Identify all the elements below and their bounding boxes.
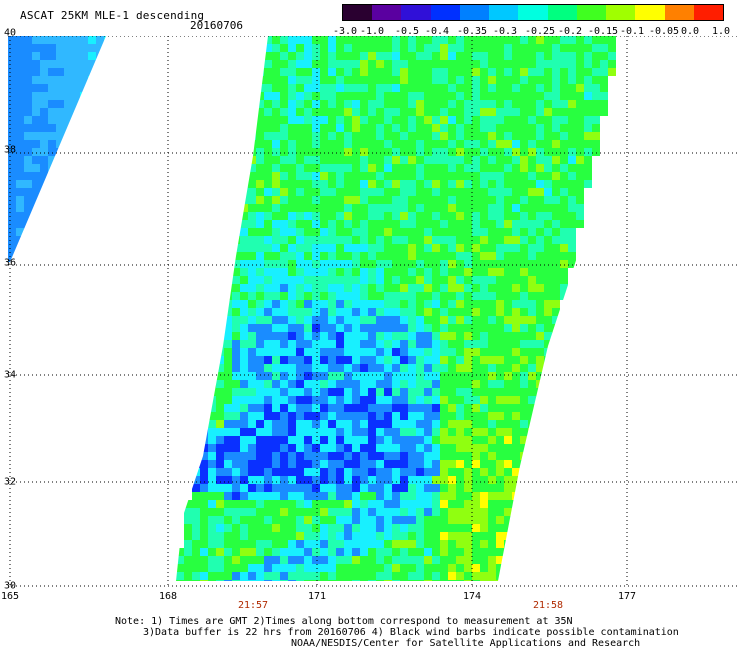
note-line-1: Note: 1) Times are GMT 2)Times along bot… — [115, 616, 573, 627]
colorbar-tick-label: 0.0 — [680, 26, 700, 37]
grid-lines — [8, 36, 737, 587]
colorbar-segment — [343, 5, 373, 20]
latitude-label: 30 — [4, 580, 17, 592]
colorbar-tick-label: -0.15 — [587, 26, 619, 37]
colorbar-tick-label: -3.0 — [332, 26, 358, 37]
colorbar-segment — [606, 5, 636, 20]
note-line-2: 3)Data buffer is 22 hrs from 20160706 4)… — [143, 627, 679, 638]
colorbar-tick-label: 1.0 — [711, 26, 731, 37]
latitude-label: 32 — [4, 476, 17, 488]
colorbar-segment — [372, 5, 402, 20]
longitude-label: 165 — [0, 591, 20, 602]
colorbar-tick-label: -0.1 — [619, 26, 645, 37]
note-line-3: NOAA/NESDIS/Center for Satellite Applica… — [291, 638, 641, 649]
colorbar-tick-label: -0.2 — [557, 26, 583, 37]
colorbar-segment — [547, 5, 577, 20]
colorbar-tick-label: -0.35 — [456, 26, 488, 37]
colorbar-tick-label: -0.25 — [524, 26, 556, 37]
colorbar-segment — [401, 5, 431, 20]
colorbar-tick-label: -0.3 — [492, 26, 518, 37]
latitude-label: 38 — [4, 144, 17, 156]
colorbar-segment — [518, 5, 548, 20]
colorbar-segment — [635, 5, 665, 20]
colorbar-segment — [489, 5, 519, 20]
longitude-label: 171 — [307, 591, 327, 602]
longitude-label: 174 — [462, 591, 482, 602]
map-date: 20160706 — [190, 19, 243, 32]
colorbar — [342, 4, 724, 21]
colorbar-segment — [459, 5, 490, 20]
swath-map — [8, 36, 737, 587]
latitude-label: 36 — [4, 257, 17, 269]
colorbar-segment — [693, 5, 724, 20]
longitude-label: 177 — [617, 591, 637, 602]
latitude-label: 40 — [4, 27, 17, 39]
colorbar-segment — [430, 5, 460, 20]
colorbar-tick-label: -0.05 — [648, 26, 680, 37]
colorbar-segment — [576, 5, 607, 20]
colorbar-segment — [664, 5, 694, 20]
colorbar-tick-label: -1.0 — [359, 26, 385, 37]
colorbar-tick-label: -0.5 — [394, 26, 420, 37]
time-label: 21:57 — [237, 600, 269, 611]
latitude-label: 34 — [4, 369, 17, 381]
time-label: 21:58 — [532, 600, 564, 611]
secondary-swath — [8, 36, 106, 262]
swath-data-layer — [176, 36, 616, 581]
longitude-label: 168 — [158, 591, 178, 602]
colorbar-tick-label: -0.4 — [424, 26, 450, 37]
map-title: ASCAT 25KM MLE-1 descending — [20, 9, 205, 22]
